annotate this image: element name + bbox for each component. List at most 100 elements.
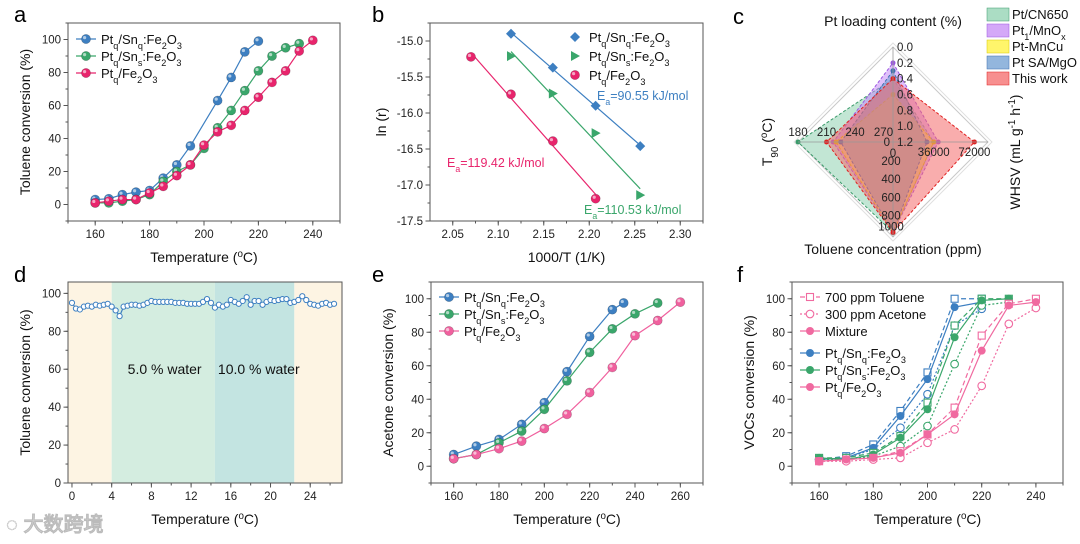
data-point-mixture xyxy=(923,375,932,384)
region-label: 5.0 % water xyxy=(128,361,202,377)
data-point-highlight xyxy=(586,333,590,337)
x-tick-label: 240 xyxy=(625,491,644,503)
data-point xyxy=(618,298,629,308)
water-region xyxy=(214,282,295,483)
data-point-highlight xyxy=(255,38,259,42)
legend-label: Ptq/Snq:Fe2O3 xyxy=(101,32,182,51)
data-point-acetone xyxy=(923,421,932,431)
x-tick-label: 0 xyxy=(69,491,75,503)
panel-e xyxy=(426,281,704,488)
series-line xyxy=(95,39,314,204)
data-point-highlight xyxy=(564,411,568,415)
radar-tick-label: 0.0 xyxy=(897,42,913,54)
y-tick-label: -17.5 xyxy=(397,216,423,228)
y-axis-title: Acetone conversion (%) xyxy=(380,308,396,457)
activation-energy-label: Ea=119.42 kJ/mol xyxy=(447,156,544,174)
legend-marker xyxy=(805,292,815,302)
y-axis-title: VOCs conversion (%) xyxy=(741,315,757,450)
x-tick-label: 20 xyxy=(264,491,277,503)
water-region xyxy=(111,282,215,483)
data-point xyxy=(584,331,595,342)
data-point xyxy=(547,62,558,73)
legend-marker xyxy=(806,383,814,391)
data-point xyxy=(112,307,119,314)
data-point-toluene xyxy=(950,294,959,303)
x-tick-label: 160 xyxy=(86,229,105,241)
data-point xyxy=(506,89,516,100)
water-region xyxy=(68,282,112,483)
data-point xyxy=(539,423,550,434)
x-tick-label: 220 xyxy=(249,229,268,241)
y-tick-label: 60 xyxy=(411,361,424,373)
legend-label: Pt-MnCu xyxy=(1012,39,1063,54)
data-point-highlight xyxy=(296,48,300,52)
data-point xyxy=(144,188,155,198)
data-point xyxy=(516,436,527,447)
legend-marker xyxy=(444,292,454,302)
data-point xyxy=(267,51,277,61)
legend-label: Pt/CN650 xyxy=(1012,7,1068,22)
x-tick-label: 4 xyxy=(108,491,115,503)
data-point xyxy=(207,299,215,306)
y-tick-label: -15.5 xyxy=(397,72,423,84)
data-point xyxy=(253,92,264,103)
x-tick-label: 220 xyxy=(580,491,599,503)
data-point-highlight xyxy=(541,406,545,410)
data-point-acetone xyxy=(896,423,905,433)
data-point-highlight xyxy=(187,161,191,166)
y-tick-label: 40 xyxy=(772,394,785,406)
panel-d xyxy=(63,281,343,488)
data-point-mixture xyxy=(815,457,824,466)
x-tick-label: 2.15 xyxy=(533,229,555,241)
data-point xyxy=(330,300,338,307)
radar-tick-label: 0.4 xyxy=(897,74,914,86)
legend-label: Pt1/MnOx xyxy=(1012,23,1066,42)
y-tick-label: -16.0 xyxy=(397,108,423,120)
data-point-mixture xyxy=(896,448,905,457)
legend-swatch xyxy=(986,71,1010,86)
data-point-highlight xyxy=(173,172,177,176)
data-point xyxy=(171,170,182,181)
radar-tick-label: 1.0 xyxy=(897,121,913,133)
data-point-highlight xyxy=(609,325,613,330)
data-point xyxy=(635,141,646,152)
radar-grid-outer xyxy=(793,42,993,242)
y-tick-label: 20 xyxy=(411,428,424,440)
radar-tick-label: 180 xyxy=(788,127,807,139)
data-point xyxy=(494,443,504,454)
data-point-highlight xyxy=(119,191,123,195)
data-point-highlight xyxy=(473,451,477,455)
legend-marker-highlight xyxy=(83,53,87,57)
data-point-highlight xyxy=(214,97,218,101)
data-point xyxy=(562,375,572,386)
y-tick-label: 20 xyxy=(48,167,61,179)
data-point-mixture xyxy=(896,412,905,420)
x-tick-label: 24 xyxy=(304,491,317,503)
radar-tick-label: 240 xyxy=(845,127,864,139)
plot-frame xyxy=(67,281,343,484)
legend-marker xyxy=(81,34,91,44)
data-point-highlight xyxy=(160,183,164,187)
data-point xyxy=(247,301,254,308)
y-axis-title: Toluene conversion (%) xyxy=(17,309,33,455)
data-point xyxy=(239,46,250,57)
data-point-mixture xyxy=(923,430,932,439)
fit-line xyxy=(470,52,597,195)
legend-swatch xyxy=(986,55,1010,70)
data-point xyxy=(584,347,595,358)
radar-tick-label: 0.8 xyxy=(897,105,913,117)
data-point-highlight xyxy=(677,299,681,303)
radar-tick-label: 0 xyxy=(890,148,896,160)
x-tick-label: 16 xyxy=(224,491,237,503)
panel-letter: e xyxy=(372,262,384,287)
data-point xyxy=(243,294,250,301)
data-point-highlight xyxy=(214,124,218,128)
legend-marker xyxy=(571,51,580,61)
x-axis-title: Temperature (oC) xyxy=(513,511,620,528)
x-tick-label: 260 xyxy=(671,491,690,503)
y-tick-label: 100 xyxy=(405,294,424,306)
data-point xyxy=(117,194,128,205)
data-point xyxy=(584,387,595,398)
x-tick-label: 200 xyxy=(918,491,937,503)
